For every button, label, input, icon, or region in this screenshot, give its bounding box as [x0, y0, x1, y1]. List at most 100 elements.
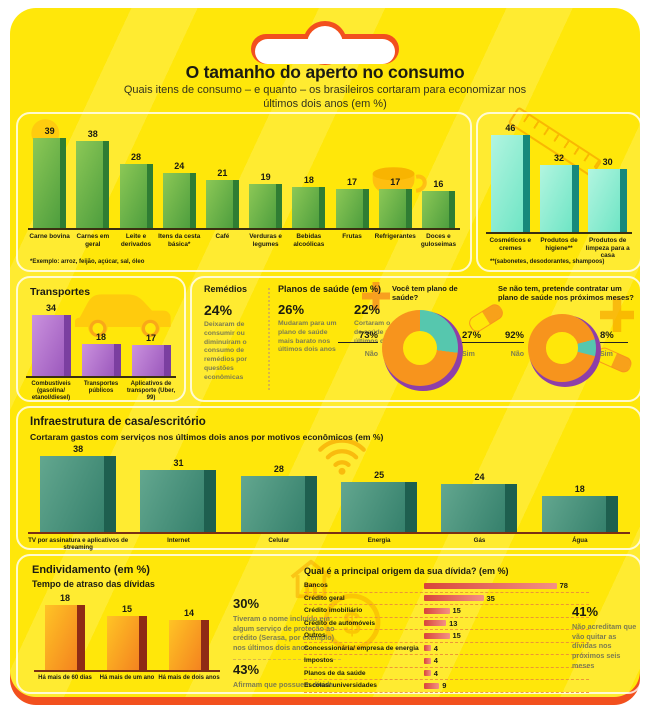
- debt-origin-row: Bancos 78: [304, 580, 589, 593]
- remedios-percent: 24%: [204, 302, 233, 318]
- bar-label: Cosméticos e cremes: [489, 237, 532, 252]
- bar-label: Energia: [367, 537, 391, 544]
- bar-value: 17: [145, 333, 156, 344]
- bar: 31: [128, 458, 228, 532]
- panel-food-cuts: 39 38 28 24 21 19 18 17 17 16 Carne bovina Carnes e…: [16, 112, 472, 272]
- infra-title: Infraestrutura de casa/escritório: [30, 416, 206, 428]
- bar-label: Há mais de um ano: [99, 675, 155, 681]
- debt-origin-label: Crédito de automóveis: [304, 619, 376, 627]
- bar: 30: [583, 157, 632, 232]
- dotted-divider: [268, 288, 270, 390]
- debt-origin-value: 9: [442, 681, 447, 691]
- debt-origin-row: Crédito de automóveis 13: [304, 618, 589, 630]
- debt-stat-block: 30% Tiveram o nome incluído em algum ser…: [233, 596, 341, 690]
- debt-origin-row: Impostos 4: [304, 655, 589, 668]
- bar-label: TV por assinatura e aplicativos de strea…: [28, 537, 129, 552]
- debt-origin-row: Escolas/ universidades 9: [304, 680, 589, 693]
- bar-value: 39: [44, 126, 55, 137]
- debt-origin-label: Bancos: [304, 582, 328, 590]
- bar: 18: [287, 175, 330, 228]
- hygiene-cuts-chart: 46 32 30 Cosméticos e cremes Produtos de hig…: [486, 120, 632, 260]
- debt-origin-label: Crédito imobiliário: [304, 607, 363, 615]
- panel-health: Remédios 24% Deixaram de consumir ou dim…: [190, 276, 642, 402]
- bar: 25: [329, 470, 429, 532]
- bar: 19: [244, 172, 287, 228]
- bar-value: 38: [87, 128, 98, 139]
- bar-value: 24: [174, 160, 185, 171]
- bar-label: Café: [215, 233, 230, 240]
- donut2-no-label: 92% Não: [490, 330, 524, 361]
- debt-origin-block: Qual é a principal origem da sua dívida?…: [304, 566, 589, 693]
- bar-label: Produtos de higiene**: [540, 237, 578, 252]
- bar-value: 32: [554, 152, 565, 163]
- bar: 17: [330, 177, 373, 228]
- debt-origin-value: 13: [449, 618, 458, 628]
- bar-value: 16: [433, 179, 444, 190]
- debt-delay-chart: 18 15 14 Há mais de 60 dias Há mais de um an…: [34, 593, 220, 682]
- debt-origin-label: Crédito geral: [304, 594, 345, 602]
- bar: 14: [158, 608, 220, 670]
- debt-origin-label: Concessionária/ empresa de energia: [304, 644, 419, 652]
- bar-label: Gás: [473, 537, 486, 544]
- bar-value: 38: [73, 444, 84, 454]
- debt-origin-label: Planos de da saúde: [304, 669, 366, 677]
- bar-label: Frutas: [342, 233, 362, 240]
- bar: 18: [530, 484, 630, 532]
- bar-value: 18: [59, 593, 70, 604]
- bar: 24: [158, 161, 201, 228]
- bar-label: Água: [572, 537, 588, 544]
- donut1-no-label: 73% Não: [338, 330, 378, 361]
- food-cuts-chart: 39 38 28 24 21 19 18 17 17 16 Carne bovina Carnes e…: [28, 124, 460, 248]
- stat-43-desc: Afirmam que possuem dívida: [233, 679, 334, 689]
- bar-value: 28: [131, 151, 142, 162]
- bar-label: Há mais de 60 dias: [38, 675, 92, 681]
- debt-origin-row: Concessionária/ empresa de energia 4: [304, 643, 589, 655]
- bar-label: Itens da cesta básica*: [158, 233, 201, 248]
- bar-value: 46: [505, 123, 516, 134]
- bar: 38: [28, 444, 128, 532]
- bar: 24: [429, 472, 529, 532]
- debt-origin-row: Outros 15: [304, 630, 589, 643]
- hang-tab-hole: [255, 39, 395, 64]
- debt-title: Endividamento (em %): [32, 564, 150, 576]
- bar: 18: [34, 593, 96, 670]
- bar-value: 25: [374, 470, 385, 480]
- bar-label: Há mais de dois anos: [158, 675, 220, 681]
- hygiene-footnote: **(sabonetes, desodorantes, shampoos): [490, 259, 605, 265]
- plan-hire-donut: [528, 314, 601, 387]
- donut1-yes-label: 27% Sim: [462, 330, 494, 361]
- bar: 16: [417, 179, 460, 228]
- page-title: O tamanho do aperto no consumo: [185, 62, 465, 82]
- bar: 28: [114, 152, 157, 228]
- bar-label: Verduras e legumes: [249, 233, 282, 248]
- bar-label: Carnes em geral: [76, 233, 110, 248]
- bar-value: 17: [347, 176, 358, 187]
- panel-transport: Transportes 34 18 17 Combustíveis (gasolina…: [16, 276, 186, 402]
- bar-value: 34: [45, 302, 56, 313]
- donut2-question: Se não tem, pretende contratar um plano …: [498, 284, 634, 303]
- debt-origin-bar: [424, 670, 431, 677]
- plan-have-donut: [382, 310, 463, 391]
- transport-chart: 34 18 17 Combustíveis (gasolina/ etanol/die…: [26, 302, 176, 403]
- bar-label: Celular: [268, 537, 290, 544]
- health-plans-title: Planos de saúde (em %): [278, 284, 382, 294]
- debt-origin-title: Qual é a principal origem da sua dívida?…: [304, 566, 509, 576]
- bar: 15: [96, 604, 158, 670]
- bar: 38: [71, 129, 114, 228]
- debt-origin-label: Outros: [304, 632, 326, 640]
- transport-title: Transportes: [30, 286, 91, 298]
- bar-value: 18: [574, 484, 585, 494]
- bar-label: Refrigerantes: [374, 233, 416, 240]
- bar-label: Carne bovina: [29, 233, 70, 240]
- bar-label: Leite e derivados: [120, 233, 152, 248]
- bar-value: 14: [183, 607, 194, 618]
- debt-subtitle: Tempo de atraso das dívidas: [32, 579, 155, 589]
- bar-label: Aplicativos de transporte (Uber, 99): [126, 381, 176, 402]
- debt-origin-bar: [424, 657, 431, 664]
- bar-value: 24: [474, 472, 485, 482]
- bar-value: 19: [260, 172, 271, 183]
- debt-origin-row: Crédito geral 35: [304, 593, 589, 605]
- debt-origin-bar: [424, 620, 447, 627]
- debt-origin-bar: [424, 595, 484, 602]
- bar-value: 18: [95, 331, 106, 342]
